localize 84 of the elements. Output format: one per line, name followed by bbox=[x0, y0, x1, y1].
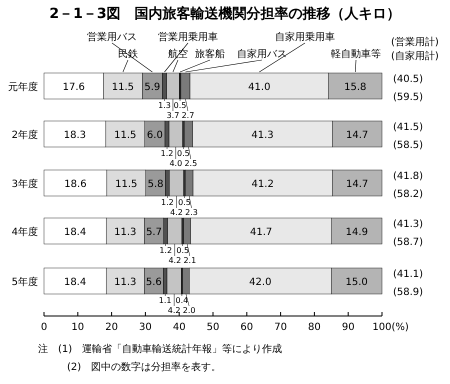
series-label: 航空 bbox=[168, 48, 188, 60]
text: 注 (1) 運輸省「自動車輸送統計年報」等により作成 bbox=[38, 343, 282, 355]
x-tick-label: 0 bbox=[40, 322, 48, 333]
data-label: 5.6 bbox=[146, 277, 162, 288]
data-label: 3.7 bbox=[166, 111, 180, 120]
data-label: 0.5 bbox=[177, 149, 190, 158]
data-label: 2.1 bbox=[183, 256, 196, 265]
data-label: 18.3 bbox=[64, 130, 86, 141]
x-tick-label: 20 bbox=[105, 322, 118, 333]
y-tick-label: 2年度 bbox=[12, 129, 38, 141]
text: (41.5) bbox=[393, 122, 424, 133]
data-label: 1.3 bbox=[158, 101, 171, 110]
x-tick-label: 70 bbox=[274, 322, 287, 333]
x-tick-label: 90 bbox=[342, 322, 355, 333]
data-label: 11.3 bbox=[114, 277, 136, 288]
data-label: 18.4 bbox=[64, 277, 86, 288]
data-label: 41.2 bbox=[252, 179, 274, 190]
data-label: 11.5 bbox=[115, 179, 138, 190]
data-label: 6.0 bbox=[146, 130, 163, 141]
text: 自家用バス bbox=[237, 48, 287, 60]
data-label: 2.7 bbox=[182, 111, 194, 120]
text: (59.5) bbox=[393, 92, 424, 103]
x-tick-label: 50 bbox=[206, 322, 220, 333]
text: (41.1) bbox=[393, 269, 424, 280]
data-label: 17.6 bbox=[62, 82, 85, 93]
y-tick-label: 4年度 bbox=[12, 226, 38, 238]
data-label: 1.2 bbox=[161, 198, 174, 207]
data-label: 1.1 bbox=[158, 296, 172, 305]
series-label: 軽自動車等 bbox=[331, 48, 381, 60]
text: (2) 図中の数字は分担率を表す。 bbox=[67, 361, 222, 373]
data-label: 11.3 bbox=[114, 227, 136, 238]
data-label: 41.3 bbox=[251, 130, 274, 141]
series-label: 旅客船 bbox=[195, 48, 225, 60]
text: (41.3) bbox=[393, 219, 424, 230]
data-label: 11.5 bbox=[114, 130, 136, 141]
text: (営業用計) bbox=[391, 36, 439, 48]
x-tick-label: 30 bbox=[139, 322, 152, 333]
text: 営業用バス bbox=[87, 31, 137, 43]
text: 自家用乗用車 bbox=[275, 31, 335, 43]
x-tick-label: 80 bbox=[308, 322, 321, 333]
text: (自家用計) bbox=[391, 50, 439, 62]
data-label: 18.4 bbox=[64, 227, 86, 238]
x-tick-label: 40 bbox=[172, 322, 186, 333]
data-label: 0.5 bbox=[176, 246, 190, 255]
y-tick-label: 3年度 bbox=[12, 178, 38, 190]
data-label: 41.0 bbox=[248, 82, 270, 93]
text: (41.8) bbox=[393, 171, 424, 182]
data-label: 18.6 bbox=[64, 179, 87, 190]
data-label: 2.5 bbox=[184, 159, 198, 168]
data-label: 0.5 bbox=[174, 101, 186, 110]
data-label: 4.2 bbox=[170, 208, 183, 217]
data-label: 14.9 bbox=[346, 227, 368, 238]
chart-title: 2－1－3図 国内旅客輸送機関分担率の推移（人キロ） bbox=[49, 5, 401, 22]
text: (58.2) bbox=[393, 189, 424, 200]
data-label: 15.0 bbox=[346, 277, 368, 288]
data-label: 2.3 bbox=[185, 208, 198, 217]
text: (58.5) bbox=[393, 140, 424, 151]
data-label: 15.8 bbox=[344, 82, 366, 93]
x-tick-label: 60 bbox=[240, 322, 254, 333]
text: (58.9) bbox=[393, 287, 424, 298]
data-label: 1.2 bbox=[159, 246, 172, 255]
y-tick-label: 5年度 bbox=[12, 276, 38, 288]
data-label: 4.2 bbox=[168, 256, 182, 265]
data-label: 14.7 bbox=[346, 179, 368, 190]
data-label: 11.5 bbox=[112, 82, 134, 93]
data-label: 1.2 bbox=[160, 149, 174, 158]
x-tick-label: 100(%) bbox=[372, 322, 409, 333]
data-label: 14.7 bbox=[346, 130, 368, 141]
data-label: 41.7 bbox=[250, 227, 272, 238]
x-tick-label: 10 bbox=[71, 322, 84, 333]
text: 営業用乗用車 bbox=[158, 31, 218, 43]
data-label: 5.9 bbox=[144, 82, 160, 93]
data-label: 5.8 bbox=[148, 179, 164, 190]
data-label: 4.0 bbox=[169, 159, 182, 168]
data-label: 0.4 bbox=[176, 296, 188, 305]
data-label: 42.0 bbox=[249, 277, 272, 288]
data-label: 5.7 bbox=[146, 227, 162, 238]
data-label: 0.5 bbox=[178, 198, 191, 207]
text: (58.7) bbox=[393, 237, 424, 248]
data-label: 4.2 bbox=[168, 306, 180, 315]
y-tick-label: 元年度 bbox=[8, 81, 38, 93]
series-label: 民鉄 bbox=[118, 48, 138, 60]
data-label: 2.0 bbox=[182, 306, 196, 315]
text: (40.5) bbox=[393, 74, 424, 85]
